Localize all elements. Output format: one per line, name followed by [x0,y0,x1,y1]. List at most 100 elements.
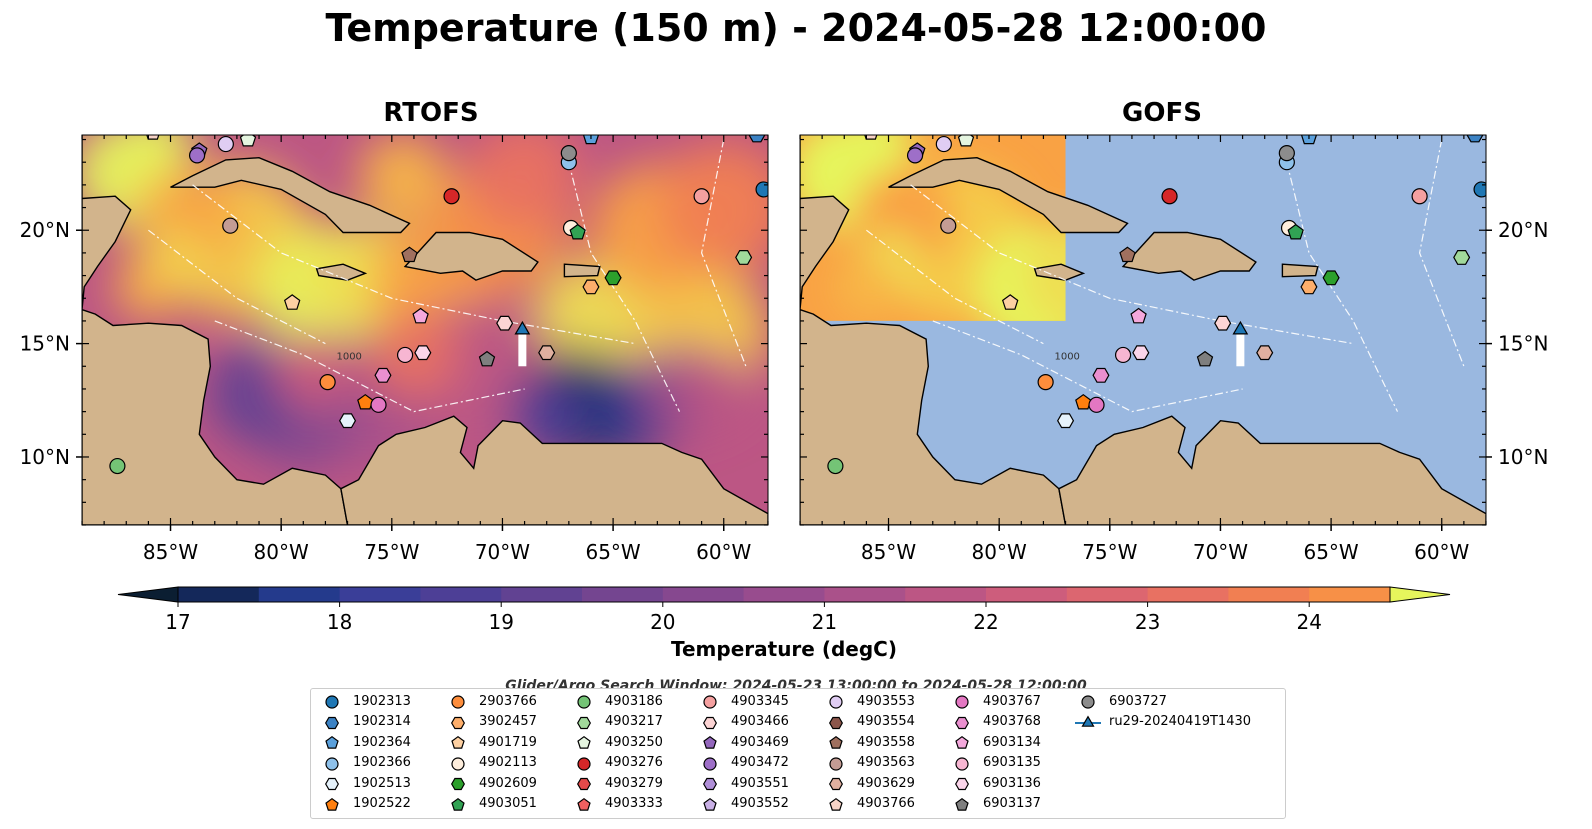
legend-marker [703,716,717,729]
legend-marker [955,735,969,749]
gofs-panel: 1000 85°W 80°W 75°W 70°W 65°W 60°W 10°N 15°N 20°N [799,110,1548,564]
colorbar-bin [582,587,664,602]
legend-entry: 4903551 [695,773,789,793]
float-1902522 [1075,393,1092,410]
legend-entry: 4903466 [695,712,789,732]
legend-label: 4903217 [605,714,663,729]
rtofs-panel: 1000 85°W 80°W 75°W 70°W 65°W 60°W 10°N 15°N 20°N [20,134,769,564]
eez-boundary [1418,139,1465,367]
legend-label: 4903629 [857,775,915,791]
lon-tick-label: 65°W [585,540,640,564]
eez-boundary [214,320,525,413]
rtofs-land-central [82,308,349,525]
legend-entry: 4903766 [821,794,915,814]
legend-marker [451,797,465,811]
colorbar-bin [743,587,825,602]
figure-title: Temperature (150 m) - 2024-05-28 12:00:0… [325,6,1267,50]
legend-label: 4903472 [731,755,789,770]
colorbar: 17 18 19 20 21 22 23 24 Temperature (degC) [117,586,1451,661]
float-1902314 [748,135,766,143]
legend-marker [451,756,465,771]
rtofs-frame [81,134,769,526]
legend-label: 6903136 [983,775,1041,791]
legend-entry: 4903276 [569,753,663,773]
legend-label: 4903276 [605,755,663,770]
panel-title-rtofs: RTOFS [383,98,479,128]
legend-entry: 6903137 [947,794,1041,814]
lon-tick-label: 70°W [475,540,530,564]
legend-label: 4903552 [731,796,789,811]
legend-label: 6903135 [983,755,1041,770]
float-2903766 [319,374,336,391]
legend-label: 4902113 [479,755,537,770]
legend-symbol [1081,715,1095,727]
float-6903137 [1196,350,1214,367]
float-4903767 [1088,396,1105,413]
rtofs-land-jam [315,263,368,281]
colorbar-bin [178,587,260,602]
lat-tick-label: 15°N [20,332,70,356]
legend-entry: 6903136 [947,773,1041,793]
legend-marker [577,756,591,771]
lon-tick-label: 70°W [1193,540,1248,564]
colorbar-tick-label: 24 [1296,610,1321,634]
legend-symbol [703,695,717,709]
float-1902513 [339,413,357,429]
temperature-cell [358,135,448,223]
temperature-cell [506,376,587,456]
legend-symbol [829,735,843,749]
legend-marker [703,756,717,771]
legend-label: 4903250 [605,734,663,750]
temperature-cell [877,164,1033,320]
legend-marker [829,716,843,729]
legend-label: 3902457 [479,714,537,729]
colorbar-bin [986,587,1068,602]
legend-label: 1902366 [353,755,411,770]
temperature-cell [135,167,237,270]
colorbar-bin [1066,587,1149,602]
legend-label: ru29-20240419T1430 [1109,714,1252,729]
lon-tick-label: 60°W [1414,540,1469,564]
lat-tick-label: 10°N [20,445,70,469]
float-3902457 [1300,279,1318,295]
float-1902314 [1466,135,1484,143]
float-6903136 [1132,345,1150,361]
legend-symbol [577,735,591,749]
temperature-cell [590,163,724,297]
legend-symbol [703,716,717,729]
float-1902313 [1473,181,1486,198]
rtofs-land-yuc [82,135,132,310]
lon-tick-label: 80°W [254,540,309,564]
temperature-cell [524,349,636,461]
float-4903554 [969,110,985,124]
temperature-cell [657,141,768,274]
eez-boundary [1286,162,1399,412]
lon-tick-label: 85°W [861,540,916,564]
temperature-cell [247,360,359,472]
temperature-cell [208,342,310,445]
legend-entry: 4903554 [821,712,915,732]
eez-boundary [568,162,681,412]
legend-symbol [325,735,339,749]
legend-label: 4903279 [605,775,663,791]
legend-marker [955,756,969,771]
float-ru29-20240419T1430 [514,320,531,335]
temperature-cell [469,135,580,229]
temperature-cell [159,164,315,320]
legend-symbol [829,695,843,709]
float-1902364 [582,135,600,145]
legend-label: 4903558 [857,734,915,750]
legend-entry: 4902609 [443,773,537,793]
temperature-cell [115,253,182,321]
temperature-cell [535,261,647,372]
temperature-cell [259,225,392,358]
legend-label: 4903766 [857,796,915,811]
legend-entry: 4903051 [443,794,537,814]
gofs-land-jam [1033,263,1086,281]
temperature-cell [842,135,913,180]
legend-label: 1902513 [353,775,411,791]
float-4903553 [935,135,952,153]
float-4903563 [222,217,239,234]
temperature-cell [1021,221,1066,321]
lon-tick-label: 80°W [972,540,1027,564]
